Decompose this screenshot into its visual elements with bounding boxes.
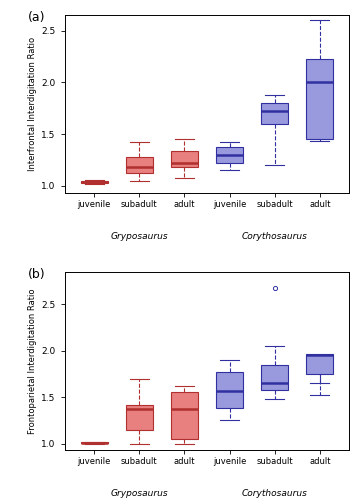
Bar — [171, 392, 198, 439]
Bar — [81, 180, 108, 183]
Text: (b): (b) — [28, 268, 45, 281]
Text: Corythosaurus: Corythosaurus — [242, 489, 308, 498]
Bar — [261, 364, 288, 390]
Text: Corythosaurus: Corythosaurus — [242, 232, 308, 241]
Bar — [126, 404, 153, 429]
Bar — [216, 372, 243, 408]
Text: Gryposaurus: Gryposaurus — [111, 489, 168, 498]
Y-axis label: Interfrontal Interdigitation Ratio: Interfrontal Interdigitation Ratio — [28, 37, 37, 171]
Bar — [261, 103, 288, 124]
Bar — [126, 157, 153, 174]
Bar — [216, 146, 243, 163]
Text: Gryposaurus: Gryposaurus — [111, 232, 168, 241]
Bar — [171, 150, 198, 168]
Bar — [81, 442, 108, 443]
Text: (a): (a) — [28, 12, 45, 24]
Bar — [306, 58, 333, 140]
Y-axis label: Frontoparietal Interdigitation Ratio: Frontoparietal Interdigitation Ratio — [28, 288, 37, 434]
Bar — [306, 354, 333, 374]
